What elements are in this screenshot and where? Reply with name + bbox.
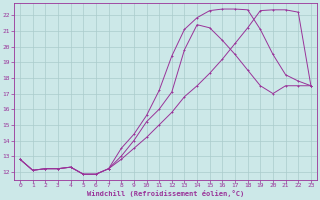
X-axis label: Windchill (Refroidissement éolien,°C): Windchill (Refroidissement éolien,°C) [87, 190, 244, 197]
